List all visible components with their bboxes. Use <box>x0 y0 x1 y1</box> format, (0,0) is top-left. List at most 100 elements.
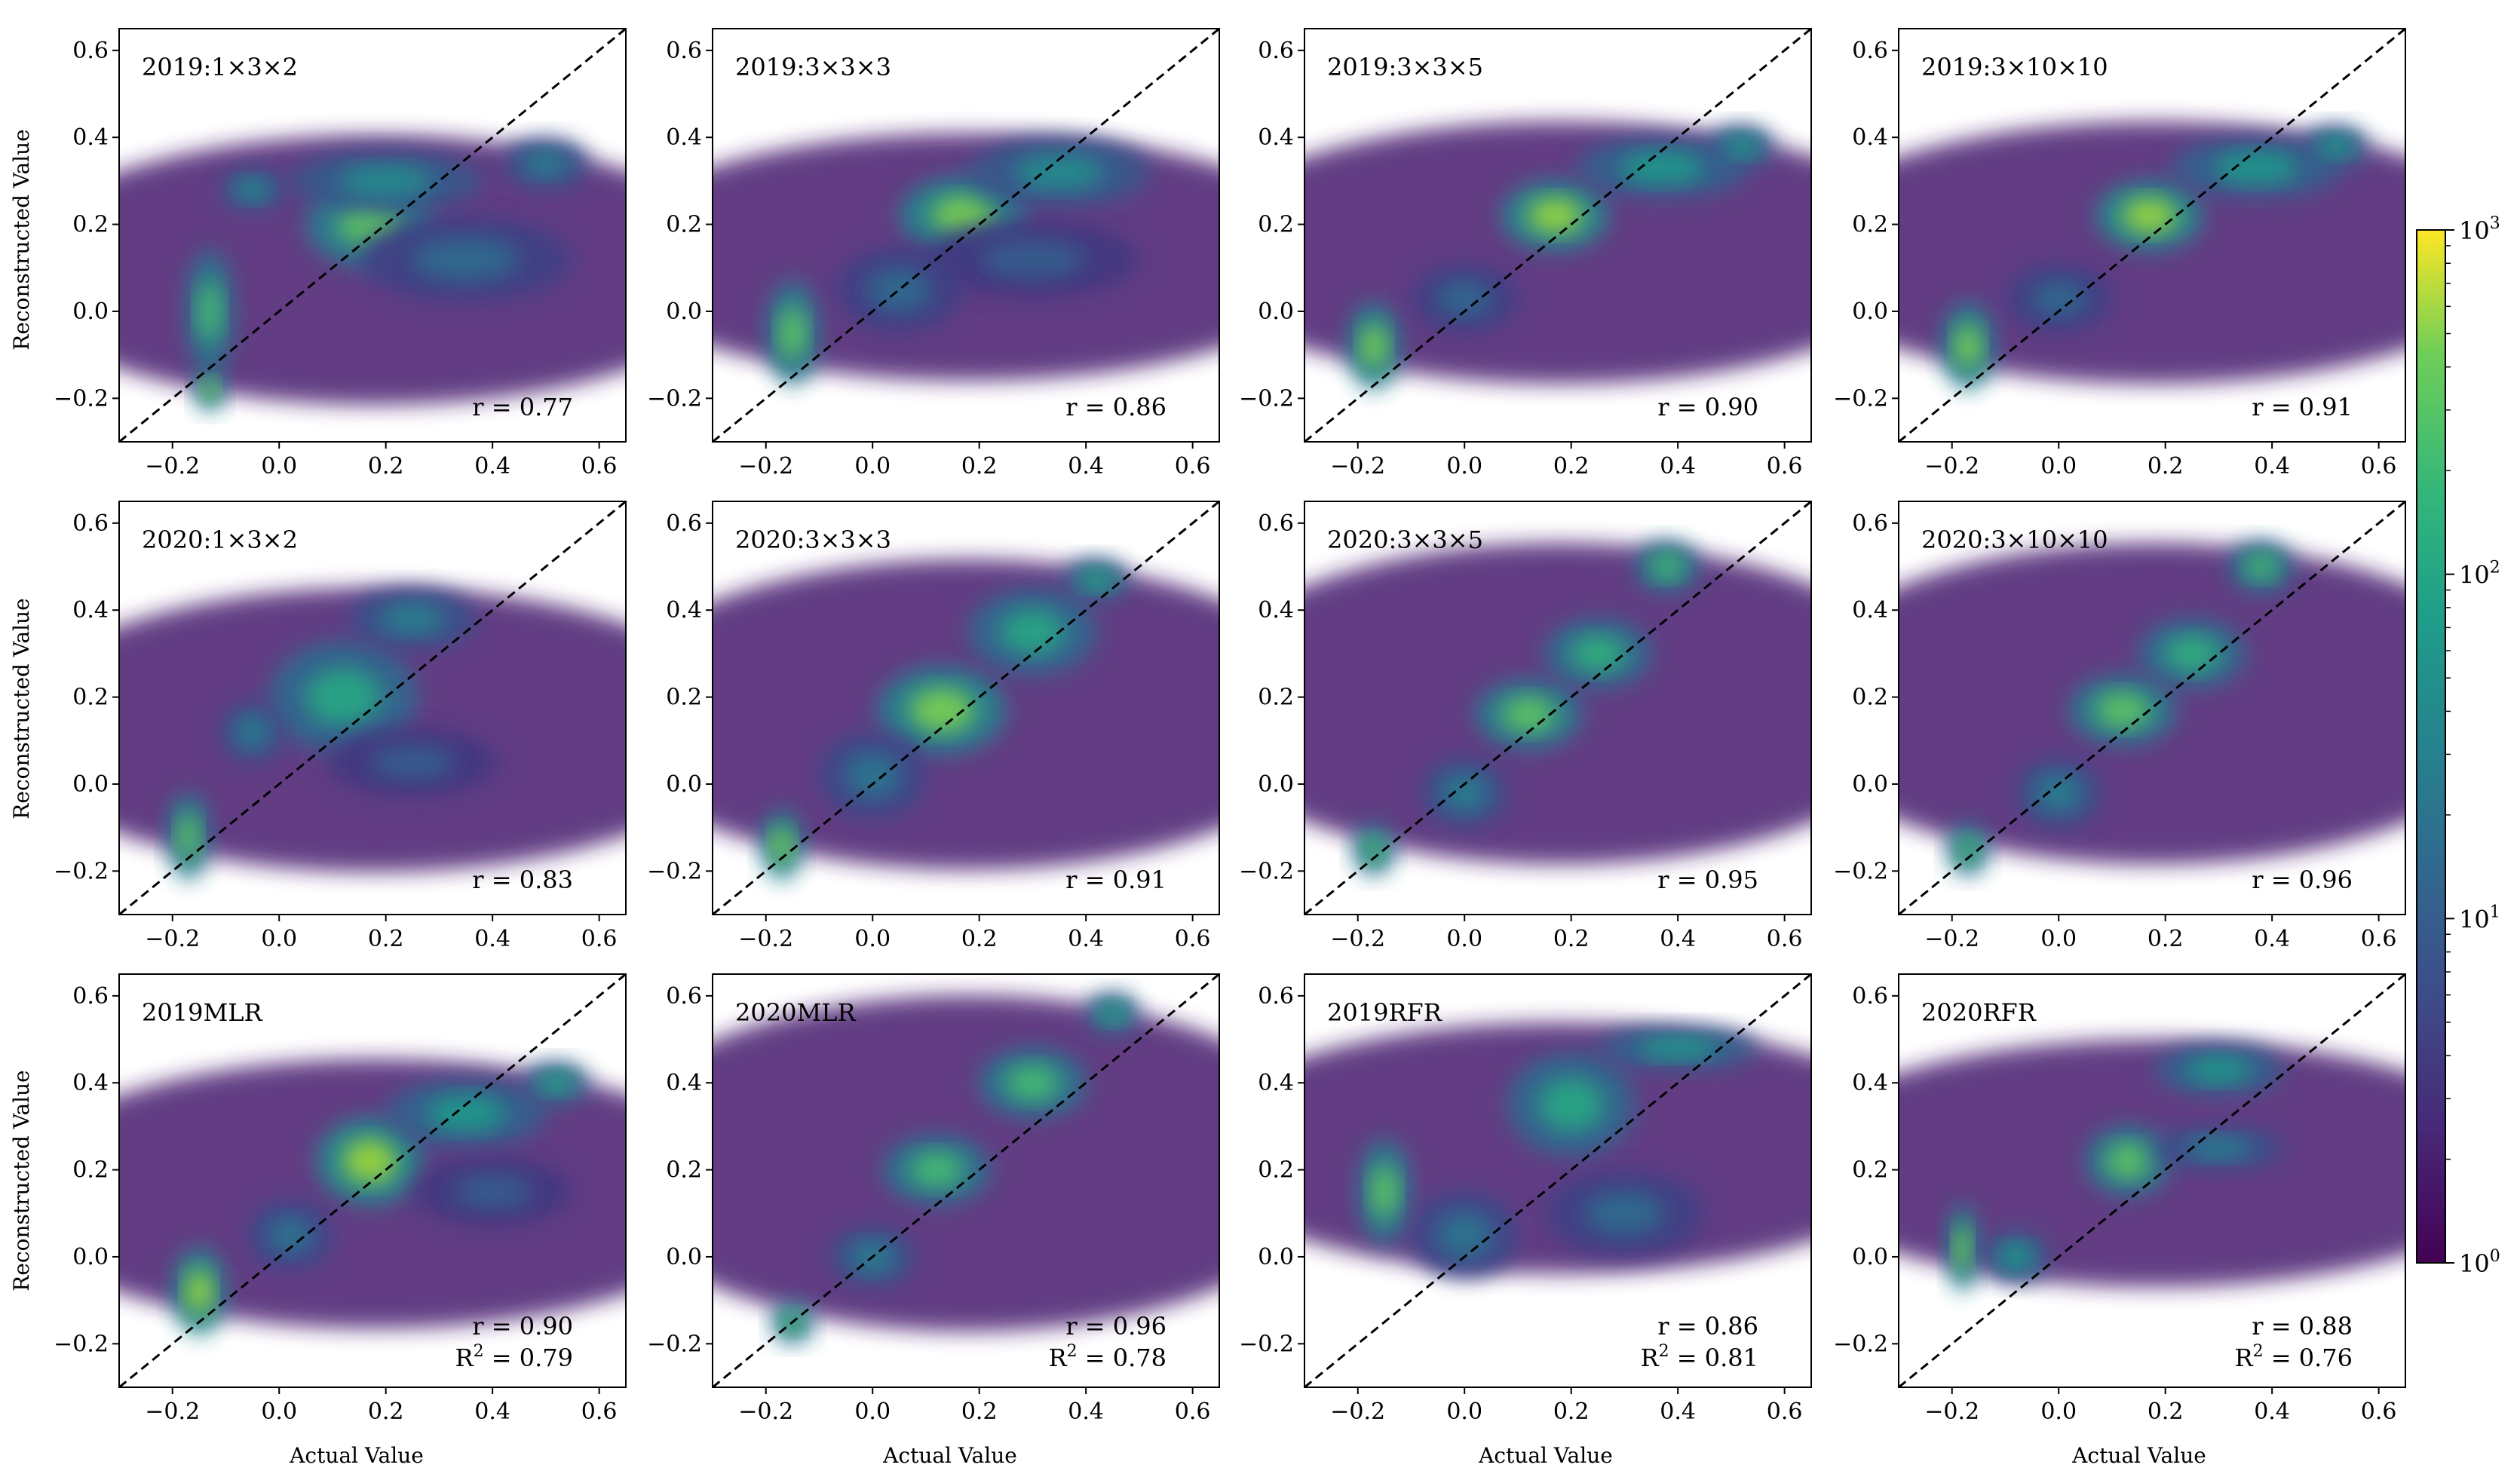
x-tick-label: −0.2 <box>1924 1399 1979 1425</box>
x-tick-label: 0.4 <box>1660 926 1696 952</box>
density-core-3 <box>2106 1143 2150 1179</box>
r-value: r = 0.86 <box>1657 1312 1758 1341</box>
density-core-1 <box>1363 836 1385 863</box>
axes-frame <box>118 501 627 915</box>
x-tick-label: −0.2 <box>1924 453 1979 480</box>
density-core-5 <box>2186 1137 2251 1160</box>
y-tick-label: 0.2 <box>1258 212 1294 238</box>
density-core-1 <box>1371 1165 1398 1218</box>
x-tick-label: 0.0 <box>1446 926 1482 952</box>
y-axis-label-row2: Reconstructed Value <box>9 598 34 820</box>
density-core-3 <box>1000 610 1065 654</box>
x-tick-label: 0.4 <box>474 1399 510 1425</box>
y-tick-label: −0.2 <box>1239 1331 1294 1357</box>
identity-line <box>119 501 626 915</box>
density-core-1 <box>1360 324 1387 368</box>
y-tick-label: 0.4 <box>666 124 702 151</box>
x-tick-label: 0.2 <box>2148 1399 2184 1425</box>
x-tick-label: 0.4 <box>1068 453 1104 480</box>
identity-line <box>1899 974 2405 1387</box>
density-core-3 <box>1013 155 1105 190</box>
x-tick-label: −0.2 <box>738 926 793 952</box>
density-core-3 <box>2213 152 2299 183</box>
y-tick-label: 0.2 <box>666 685 702 711</box>
x-tick-label: 0.0 <box>1446 1399 1482 1425</box>
x-tick-label: 0.2 <box>368 453 404 480</box>
y-tick-label: −0.2 <box>647 858 702 884</box>
x-tick-label: 0.2 <box>2148 453 2184 480</box>
identity-line <box>1304 974 1811 1387</box>
density-core-5 <box>452 1174 533 1209</box>
x-axis-label-col1: Actual Value <box>289 1443 424 1468</box>
y-tick-label: 0.6 <box>1258 983 1294 1010</box>
density-core-4 <box>1081 568 1113 591</box>
x-tick-label: −0.2 <box>1330 453 1385 480</box>
density-core-4 <box>369 745 455 780</box>
y-tick-label: 0.6 <box>1258 510 1294 537</box>
density-core-3 <box>1619 152 1705 183</box>
x-tick-label: 0.2 <box>961 926 998 952</box>
x-tick-label: −0.2 <box>1330 926 1385 952</box>
density-layer <box>119 587 626 880</box>
density-core-3 <box>1006 1065 1059 1101</box>
y-tick-label: 0.6 <box>1852 983 1888 1010</box>
x-tick-label: 0.0 <box>2040 926 2077 952</box>
density-core-2 <box>1501 697 1556 732</box>
axes-frame <box>118 28 627 443</box>
x-tick-label: 0.6 <box>581 453 618 480</box>
density-core-2 <box>201 378 218 401</box>
density-core-2 <box>1528 198 1582 234</box>
density-core-2 <box>2123 198 2176 234</box>
y-tick-label: 0.2 <box>1258 685 1294 711</box>
y-axis-label-row1: Reconstructed Value <box>9 129 34 351</box>
density-layer <box>713 991 1219 1344</box>
r-value: r = 0.77 <box>472 393 573 421</box>
y-tick-label: 0.4 <box>1852 597 1888 624</box>
density-core-4 <box>2245 553 2278 580</box>
density-core-2 <box>305 669 381 726</box>
density-background <box>1304 121 1811 385</box>
x-tick-label: 0.2 <box>1553 453 1590 480</box>
density-core-5 <box>412 237 520 281</box>
panel-6: −0.2 0.0 0.2 0.4 0.6 −0.2 0.0 0.2 0.4 0.6 2020:3×3… <box>647 501 1220 952</box>
panel-title: 2019MLR <box>142 998 262 1027</box>
density-core-4 <box>979 239 1087 279</box>
density-layer <box>119 135 626 412</box>
y-tick-label: 0.2 <box>1258 1157 1294 1184</box>
y-tick-label: −0.2 <box>647 385 702 412</box>
y-tick-label: 0.0 <box>666 299 702 325</box>
axes-frame <box>118 973 627 1388</box>
colorbar-gradient <box>2416 229 2446 1264</box>
panel-7: −0.2 0.0 0.2 0.4 0.6 −0.2 0.0 0.2 0.4 0.6 2020:3×3… <box>1239 501 1812 952</box>
panel-3: −0.2 0.0 0.2 0.4 0.6 −0.2 0.0 0.2 0.4 0.6 2019:3×3… <box>1239 28 1812 480</box>
y-tick-label: 0.0 <box>666 1244 702 1270</box>
x-tick-label: 0.2 <box>2148 926 2184 952</box>
y-tick-label: 0.4 <box>666 597 702 624</box>
y-tick-label: 0.0 <box>666 771 702 798</box>
r-value: r = 0.90 <box>472 1312 573 1341</box>
y-tick-label: 0.4 <box>1852 1070 1888 1096</box>
panel-1: −0.2 0.0 0.2 0.4 0.6 −0.2 0.0 0.2 0.4 0.6 2019:1×3… <box>54 28 627 480</box>
identity-line <box>713 501 1219 915</box>
y-tick-label: −0.2 <box>54 385 109 412</box>
density-core-2 <box>343 1139 397 1183</box>
y-tick-label: 0.6 <box>666 983 702 1010</box>
axes-frame <box>712 501 1220 915</box>
identity-line <box>713 974 1219 1387</box>
x-tick-label: 0.4 <box>1660 453 1696 480</box>
r2-value: R2 = 0.81 <box>1641 1342 1759 1372</box>
x-tick-label: −0.2 <box>145 1399 200 1425</box>
density-core-2 <box>909 1152 964 1187</box>
x-tick-label: 0.4 <box>474 453 510 480</box>
density-layer <box>119 1059 626 1335</box>
density-core-3 <box>1638 1037 1718 1059</box>
x-tick-label: 0.2 <box>368 1399 404 1425</box>
panel-title: 2020:3×3×3 <box>735 526 891 554</box>
x-tick-label: 0.6 <box>1767 1399 1803 1425</box>
x-tick-label: 0.2 <box>961 453 998 480</box>
axes-frame <box>1304 973 1812 1388</box>
x-tick-label: 0.4 <box>1068 926 1104 952</box>
density-layer <box>713 133 1219 386</box>
x-tick-label: 0.0 <box>261 926 297 952</box>
colorbar: 100 101 102 103 <box>2416 214 2500 1278</box>
